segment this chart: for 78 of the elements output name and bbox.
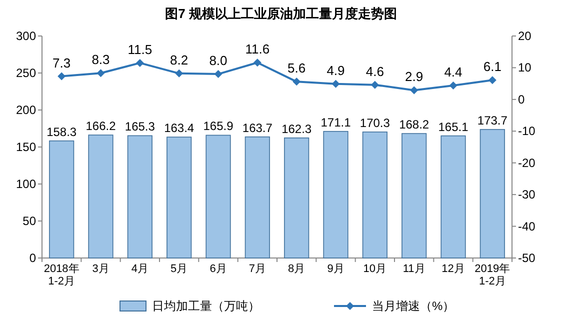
data-label: 165.9 xyxy=(203,119,234,134)
x-tick-label: 3月 xyxy=(92,263,110,275)
data-label: 165.3 xyxy=(124,120,156,134)
y-tick-label: 50 xyxy=(22,214,36,228)
y-tick-label: 200 xyxy=(16,103,36,117)
point xyxy=(488,76,496,84)
x-tick-label: 12月 xyxy=(442,263,465,275)
x-tick-label: 2018年 1-2月 xyxy=(44,263,80,288)
data-label: 162.3 xyxy=(282,122,312,136)
x-tick-label: 11月 xyxy=(402,263,426,275)
data-label: 163.7 xyxy=(242,120,273,135)
data-label: 7.3 xyxy=(52,55,71,70)
x-tick-label: 8月 xyxy=(288,263,306,275)
bar xyxy=(166,136,192,258)
data-label: 4.9 xyxy=(326,62,345,78)
data-label: 165.1 xyxy=(438,120,469,134)
y2-tick-label: -20 xyxy=(518,156,536,170)
data-label: 171.1 xyxy=(320,115,352,130)
chart-title: 图7 规模以上工业原油加工量月度走势图 xyxy=(165,6,397,21)
bar xyxy=(362,132,388,258)
x-tick-label: 6月 xyxy=(210,263,227,275)
data-label: 11.5 xyxy=(128,42,152,57)
bar xyxy=(88,134,114,258)
point xyxy=(292,78,301,86)
bar xyxy=(127,135,152,258)
bar xyxy=(480,129,505,258)
point xyxy=(136,58,144,67)
x-tick-label: 5月 xyxy=(170,263,188,275)
bar xyxy=(284,138,310,258)
data-label: 5.6 xyxy=(288,60,306,76)
data-label: 2.9 xyxy=(405,69,424,84)
y2-tick-label: 20 xyxy=(518,29,532,43)
data-label: 173.7 xyxy=(477,113,508,128)
y2-tick-label: 0 xyxy=(518,92,525,106)
data-label: 166.2 xyxy=(86,119,116,134)
data-label: 4.4 xyxy=(444,64,462,80)
point xyxy=(449,81,458,90)
bar xyxy=(206,134,231,258)
y2-tick-label: -10 xyxy=(518,124,536,138)
data-label: 8.0 xyxy=(209,53,228,68)
legend-label: 当月增速（%） xyxy=(372,299,455,313)
x-tick-label: 4月 xyxy=(131,263,148,275)
x-tick-label: 7月 xyxy=(248,263,266,275)
data-label: 158.3 xyxy=(46,124,77,139)
data-label: 163.4 xyxy=(164,121,194,136)
point xyxy=(175,69,184,78)
point xyxy=(332,80,340,88)
data-label: 11.6 xyxy=(245,42,270,57)
point xyxy=(253,58,262,67)
x-tick-label: 9月 xyxy=(327,263,344,275)
y-tick-label: 250 xyxy=(16,66,36,80)
y2-tick-label: -40 xyxy=(518,219,536,234)
y-tick-label: 300 xyxy=(16,29,36,43)
bar xyxy=(244,136,270,258)
data-label: 4.6 xyxy=(366,64,384,79)
bar xyxy=(49,140,74,258)
y2-tick-label: -50 xyxy=(518,251,536,265)
data-label: 168.2 xyxy=(399,118,430,132)
y-tick-label: 150 xyxy=(16,140,36,154)
y-tick-label: 0 xyxy=(29,251,36,265)
legend-label: 日均加工量（万吨） xyxy=(152,299,260,313)
bar xyxy=(402,133,427,258)
bar xyxy=(440,135,466,258)
y2-tick-label: 10 xyxy=(518,60,532,75)
data-label: 8.3 xyxy=(92,52,110,68)
bar xyxy=(323,130,348,258)
point xyxy=(96,69,105,78)
y-tick-label: 100 xyxy=(16,177,36,191)
x-tick-label: 10月 xyxy=(363,263,387,275)
point xyxy=(58,72,66,80)
data-label: 170.3 xyxy=(360,116,390,130)
point xyxy=(370,80,379,89)
point xyxy=(214,70,222,78)
data-label: 6.1 xyxy=(483,59,502,74)
x-tick-label: 2019年 1-2月 xyxy=(474,263,510,288)
y2-tick-label: -30 xyxy=(518,188,536,202)
data-label: 8.2 xyxy=(170,52,188,68)
point xyxy=(410,86,418,94)
